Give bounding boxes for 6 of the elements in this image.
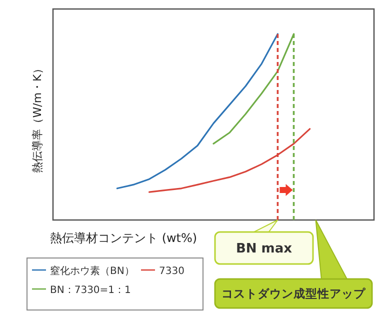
x-axis-title: 熱伝導材コンテント (wt%) bbox=[50, 231, 198, 245]
y-axis-title: 熱伝導率（W/m・K） bbox=[31, 63, 44, 173]
callout: BN max bbox=[214, 220, 314, 265]
legend-label: 7330 bbox=[159, 266, 184, 277]
legend-label: BN：7330=1：1 bbox=[50, 285, 131, 296]
legend-label: 窒化ホウ素（BN） bbox=[50, 265, 134, 277]
